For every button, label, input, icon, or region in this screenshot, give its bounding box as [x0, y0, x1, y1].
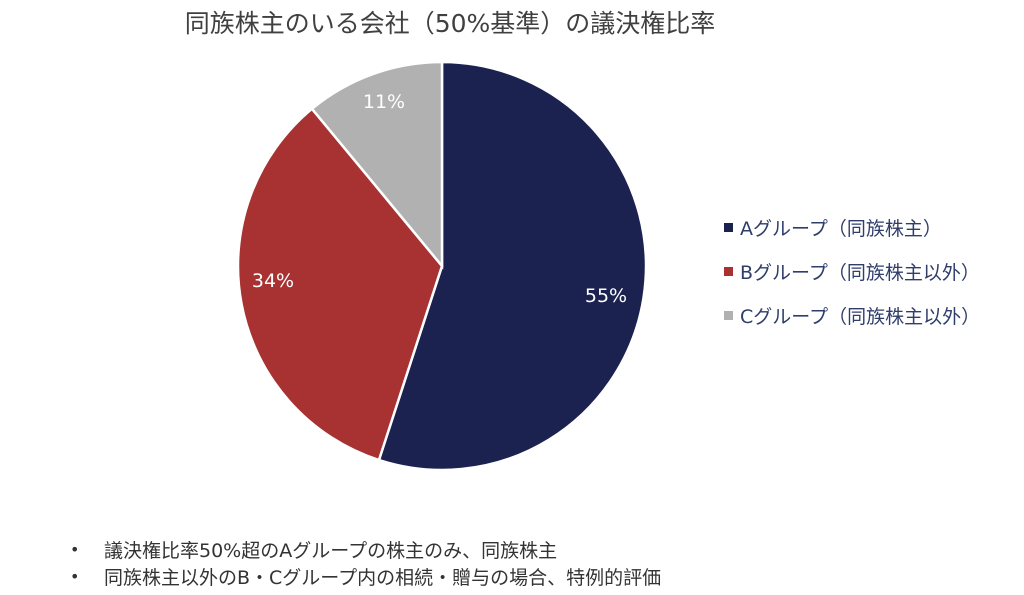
note-item: • 議決権比率50%超のAグループの株主のみ、同族株主 — [70, 536, 661, 563]
slice-label-a: 55% — [585, 285, 627, 307]
bullet-icon: • — [70, 567, 80, 586]
note-text: 議決権比率50%超のAグループの株主のみ、同族株主 — [104, 540, 558, 562]
legend-label-c: Cグループ（同族株主以外） — [740, 305, 981, 328]
legend-marker-b — [724, 266, 733, 276]
legend-marker-c — [724, 310, 733, 320]
legend-item-b: Bグループ（同族株主以外） — [724, 249, 980, 293]
pie-slices — [236, 60, 648, 472]
pie-slice-c — [310, 60, 444, 270]
legend-label-b: Bグループ（同族株主以外） — [740, 261, 980, 284]
pie-slice-b — [236, 107, 444, 462]
bullet-icon: • — [70, 540, 80, 559]
slice-label-c: 11% — [363, 91, 405, 113]
legend-item-c: Cグループ（同族株主以外） — [724, 293, 980, 337]
note-text: 同族株主以外のB・Cグループ内の相続・贈与の場合、特例的評価 — [104, 567, 662, 589]
legend-label-a: Aグループ（同族株主） — [740, 217, 942, 240]
note-item: • 同族株主以外のB・Cグループ内の相続・贈与の場合、特例的評価 — [70, 563, 661, 590]
legend-marker-a — [724, 222, 733, 232]
notes-list: • 議決権比率50%超のAグループの株主のみ、同族株主 • 同族株主以外のB・C… — [70, 536, 661, 590]
slice-label-b: 34% — [252, 270, 294, 292]
chart-legend: Aグループ（同族株主） Bグループ（同族株主以外） Cグループ（同族株主以外） — [724, 205, 980, 337]
legend-item-a: Aグループ（同族株主） — [724, 205, 980, 249]
chart-title: 同族株主のいる会社（50%基準）の議決権比率 — [184, 9, 716, 38]
pie-slice-a — [377, 60, 648, 472]
